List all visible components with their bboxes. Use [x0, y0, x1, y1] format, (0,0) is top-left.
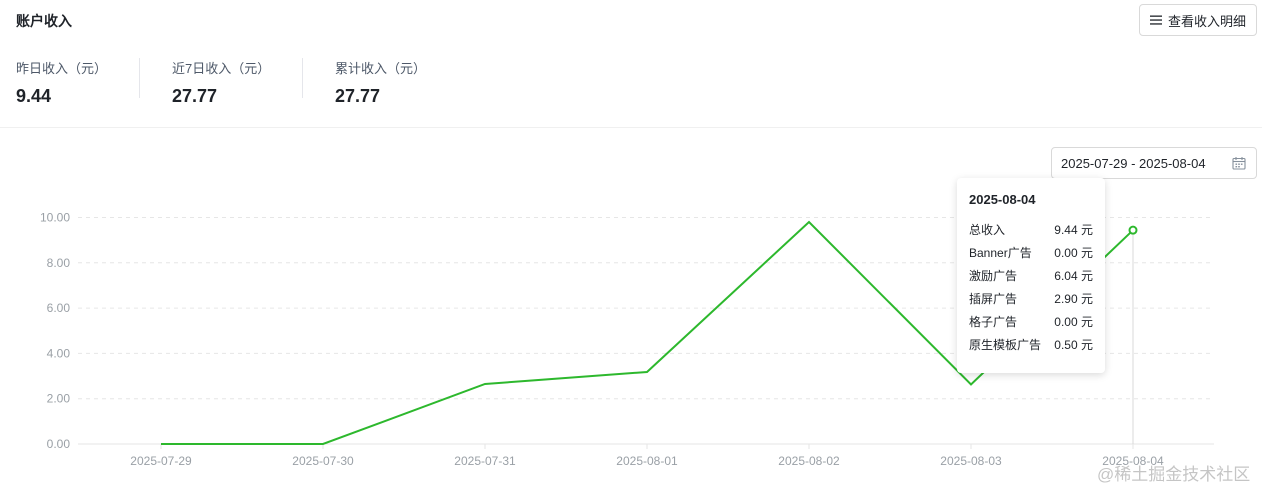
y-tick-label: 4.00 [47, 346, 71, 360]
chart-tooltip: 2025-08-04 总收入 9.44 元 Banner广告 0.00 元 激励广告… [957, 178, 1105, 373]
x-tick-label: 2025-07-29 [130, 454, 192, 468]
stat-total-value: 27.77 [335, 86, 381, 106]
tooltip-row-label: 原生模板广告 [969, 338, 1042, 352]
stat-7day-label: 近7日收入（元） [172, 61, 271, 76]
income-line-chart[interactable]: 0.00 2.00 4.00 6.00 8.00 10.00 2025-07-29 2025-… [0, 180, 1262, 480]
section-divider [0, 127, 1262, 128]
tooltip-row-label: Banner广告 [969, 246, 1032, 260]
date-range-text: 2025-07-29 - 2025-08-04 [1061, 155, 1206, 171]
tooltip-row-label: 总收入 [969, 223, 1006, 237]
tooltip-row-label: 激励广告 [969, 269, 1018, 283]
series-line [161, 220, 1134, 445]
stat-7day-value: 27.77 [172, 86, 218, 106]
y-tick-label: 2.00 [47, 392, 71, 406]
x-tick-label: 2025-08-04 [1102, 454, 1164, 468]
y-tick-label: 6.00 [47, 301, 71, 315]
x-tick-label: 2025-08-03 [940, 454, 1002, 468]
tooltip-row: 格子广告 0.00 元 [969, 315, 1093, 338]
y-tick-label: 0.00 [47, 437, 71, 451]
list-icon [1149, 14, 1162, 26]
stat-yesterday: 昨日收入（元） 9.44 [16, 58, 107, 107]
x-tick-label: 2025-08-01 [616, 454, 678, 468]
view-income-detail-label: 查看收入明细 [1167, 13, 1246, 29]
stat-divider [139, 58, 140, 98]
x-tick-label: 2025-07-30 [292, 454, 354, 468]
tooltip-row: Banner广告 0.00 元 [969, 246, 1093, 269]
tooltip-row-value: 0.00 元 [1054, 315, 1093, 329]
stat-divider [302, 58, 303, 98]
stat-yesterday-label: 昨日收入（元） [16, 61, 108, 76]
tooltip-row-value: 0.50 元 [1054, 338, 1093, 352]
stat-7day: 近7日收入（元） 27.77 [172, 58, 270, 107]
tooltip-title: 2025-08-04 [969, 192, 1036, 207]
stat-total: 累计收入（元） 27.77 [335, 58, 426, 107]
y-tick-label: 8.00 [47, 256, 71, 270]
stat-yesterday-value: 9.44 [16, 86, 52, 106]
tooltip-row: 插屏广告 2.90 元 [969, 292, 1093, 315]
tooltip-row-label: 格子广告 [969, 315, 1018, 329]
tooltip-row-value: 9.44 元 [1054, 223, 1093, 237]
y-tick-label: 10.00 [40, 211, 70, 225]
date-range-picker[interactable]: 2025-07-29 - 2025-08-04 [1051, 147, 1257, 179]
tooltip-row-value: 6.04 元 [1054, 269, 1093, 283]
watermark: @稀土掘金技术社区 [1097, 465, 1251, 484]
data-point-highlighted [1128, 225, 1138, 235]
tooltip-row-label: 插屏广告 [969, 292, 1018, 306]
tooltip-row-value: 0.00 元 [1054, 246, 1093, 260]
stat-total-label: 累计收入（元） [335, 61, 427, 76]
tooltip-row: 总收入 9.44 元 [969, 223, 1093, 246]
calendar-icon [1232, 156, 1246, 170]
x-tick-label: 2025-08-02 [778, 454, 840, 468]
tooltip-row-value: 2.90 元 [1054, 292, 1093, 306]
x-tick-label: 2025-07-31 [454, 454, 516, 468]
tooltip-row: 原生模板广告 0.50 元 [969, 338, 1093, 361]
card-title: 账户收入 [16, 13, 72, 29]
tooltip-row: 激励广告 6.04 元 [969, 269, 1093, 292]
view-income-detail-button[interactable]: 查看收入明细 [1139, 4, 1257, 36]
